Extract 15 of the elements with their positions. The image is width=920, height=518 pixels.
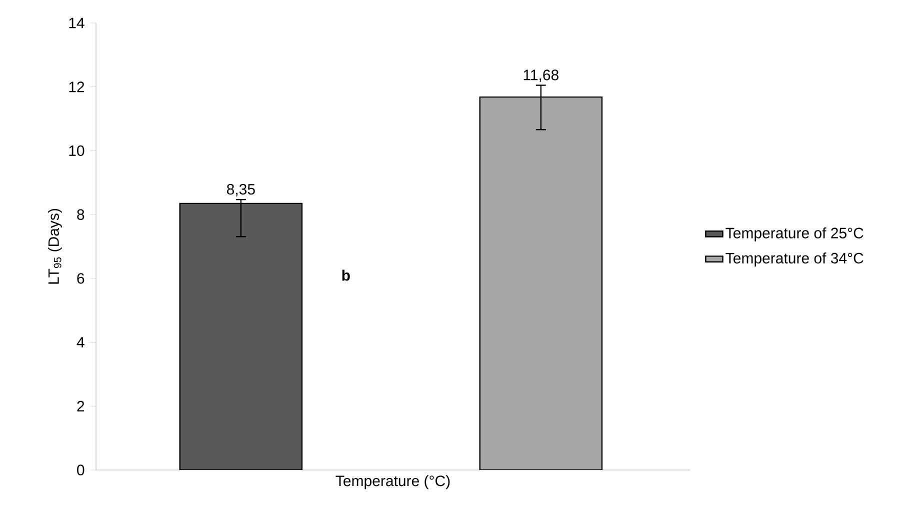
annotation: b — [342, 270, 350, 281]
y-tick-label: 10 — [69, 145, 84, 156]
y-tick-label: 0 — [77, 464, 84, 476]
y-tick-label: 6 — [77, 273, 84, 284]
data-label: 8,35 — [226, 184, 255, 196]
legend-label: Temperature of 25°C — [726, 227, 864, 242]
legend-label: Temperature of 34°C — [726, 252, 864, 266]
y-tick-label: 12 — [69, 82, 84, 92]
y-tick-label: 2 — [77, 400, 84, 412]
y-tick-label: 4 — [76, 337, 84, 348]
y-tick-label: 8 — [77, 209, 84, 220]
y-axis-title: LT$_{95}$ (Days) — [48, 208, 62, 284]
y-tick-label: 14 — [69, 18, 84, 28]
data-label: 11,68 — [524, 70, 558, 82]
x-axis-title: Temperature (°C) — [336, 475, 450, 490]
